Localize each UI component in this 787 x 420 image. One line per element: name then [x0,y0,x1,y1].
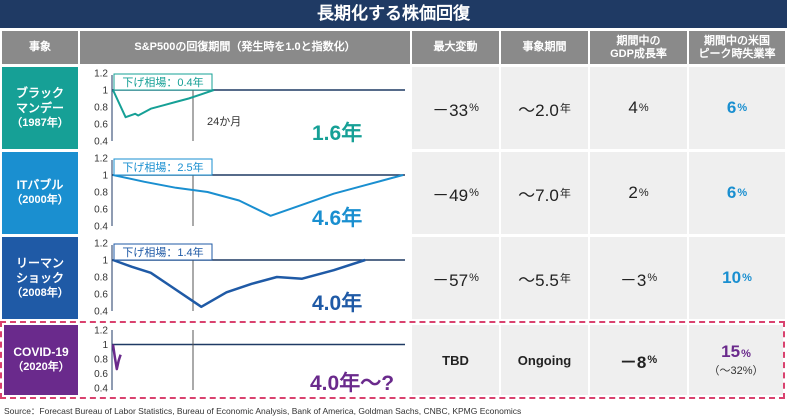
bear-label: 下げ相場：0.4年 [122,75,203,89]
chart-svg: 1.2 1 0.8 0.6 0.4 下げ相場：0.4年 24か月 1.6年 [94,69,405,148]
y-tick-label: 1 [102,86,108,97]
extra-note: 24か月 [207,115,241,128]
y-ticks: 1.2 1 0.8 0.6 0.4 [94,154,108,233]
event-lehman: リーマン ショック （2008年） [2,237,78,319]
header-duration: 事象期間 [501,31,588,64]
bear-label-box [113,243,213,261]
max-drop-it-bubble: －49% [412,152,499,234]
chart-svg: 1.2 1 0.8 0.6 0.4 4.0年～? [94,326,405,395]
duration-black-monday: ～2.0 年 [501,67,588,149]
page-title: 長期化する株価回復 [0,0,787,28]
header-max-drop: 最大変動 [412,31,499,64]
chart-it-bubble: 1.2 1 0.8 0.6 0.4 下げ相場：2.5年 4.6年 [80,152,410,234]
duration-lehman: ～5.5 年 [501,237,588,319]
y-tick-label: 0.6 [94,369,108,380]
unemployment-covid: 15% （～32%） [689,325,783,395]
bear-label-box [113,73,213,91]
header-chart: S&P500の回復期間（発生時を1.0と指数化） [80,31,410,64]
gdp-covid: －8% [590,325,687,395]
event-black-monday: ブラック マンデー （1987年） [2,67,78,149]
duration-it-bubble: ～7.0 年 [501,152,588,234]
series-line [112,258,366,309]
y-ticks: 1.2 1 0.8 0.6 0.4 [94,239,108,318]
unemployment-it-bubble: 6% [689,152,785,234]
y-tick-label: 1 [102,340,108,351]
y-tick-label: 1.2 [94,326,108,337]
gdp-it-bubble: 2% [590,152,687,234]
series-line [112,89,215,119]
y-ticks: 1.2 1 0.8 0.6 0.4 [94,326,108,395]
y-tick-label: 0.6 [94,290,108,301]
series-line [112,174,404,217]
recovery-label: 1.6年 [312,121,362,145]
source-note: Source：Forecast Bureau of Labor Statisti… [4,406,522,416]
unemployment-black-monday: 6% [689,67,785,149]
chart-svg: 1.2 1 0.8 0.6 0.4 下げ相場：2.5年 4.6年 [94,154,405,233]
y-tick-label: 0.4 [94,137,108,148]
bear-label: 下げ相場：2.5年 [122,160,203,174]
header-gdp: 期間中の GDP成長率 [590,31,687,64]
series-line [111,344,122,371]
y-tick-label: 1 [102,256,108,267]
y-tick-label: 0.8 [94,103,108,114]
y-ticks: 1.2 1 0.8 0.6 0.4 [94,69,108,148]
y-tick-label: 0.6 [94,120,108,131]
y-tick-label: 0.6 [94,205,108,216]
y-tick-label: 0.4 [94,222,108,233]
y-tick-label: 0.8 [94,355,108,366]
duration-covid: Ongoing [501,325,588,395]
event-it-bubble: ITバブル （2000年） [2,152,78,234]
bear-label: 下げ相場：1.4年 [122,245,203,259]
max-drop-covid: TBD [412,325,499,395]
y-tick-label: 0.8 [94,273,108,284]
unemployment-lehman: 10% [689,237,785,319]
gdp-lehman: －3% [590,237,687,319]
y-tick-label: 1.2 [94,69,108,80]
recovery-label: 4.0年～? [310,371,394,395]
max-drop-lehman: －57% [412,237,499,319]
y-tick-label: 0.4 [94,307,108,318]
y-tick-label: 0.8 [94,188,108,199]
max-drop-black-monday: －33% [412,67,499,149]
y-tick-label: 1 [102,171,108,182]
chart-covid: 1.2 1 0.8 0.6 0.4 4.0年～? [80,324,410,396]
y-tick-label: 1.2 [94,154,108,165]
event-covid: COVID-19 （2020年） [4,325,78,395]
recovery-label: 4.0年 [312,291,362,315]
chart-lehman: 1.2 1 0.8 0.6 0.4 下げ相場：1.4年 4.0年 [80,237,410,319]
unemployment-covid-sub: （～32%） [708,365,764,377]
bear-label-box [113,158,213,176]
y-tick-label: 0.4 [94,384,108,395]
recovery-label: 4.6年 [312,206,362,230]
header-unemployment: 期間中の米国 ピーク時失業率 [689,31,785,64]
header-event: 事象 [2,31,78,64]
y-tick-label: 1.2 [94,239,108,250]
gdp-black-monday: 4% [590,67,687,149]
chart-svg: 1.2 1 0.8 0.6 0.4 下げ相場：1.4年 4.0年 [94,239,405,318]
chart-black-monday: 1.2 1 0.8 0.6 0.4 下げ相場：0.4年 24か月 1.6年 [80,67,410,149]
